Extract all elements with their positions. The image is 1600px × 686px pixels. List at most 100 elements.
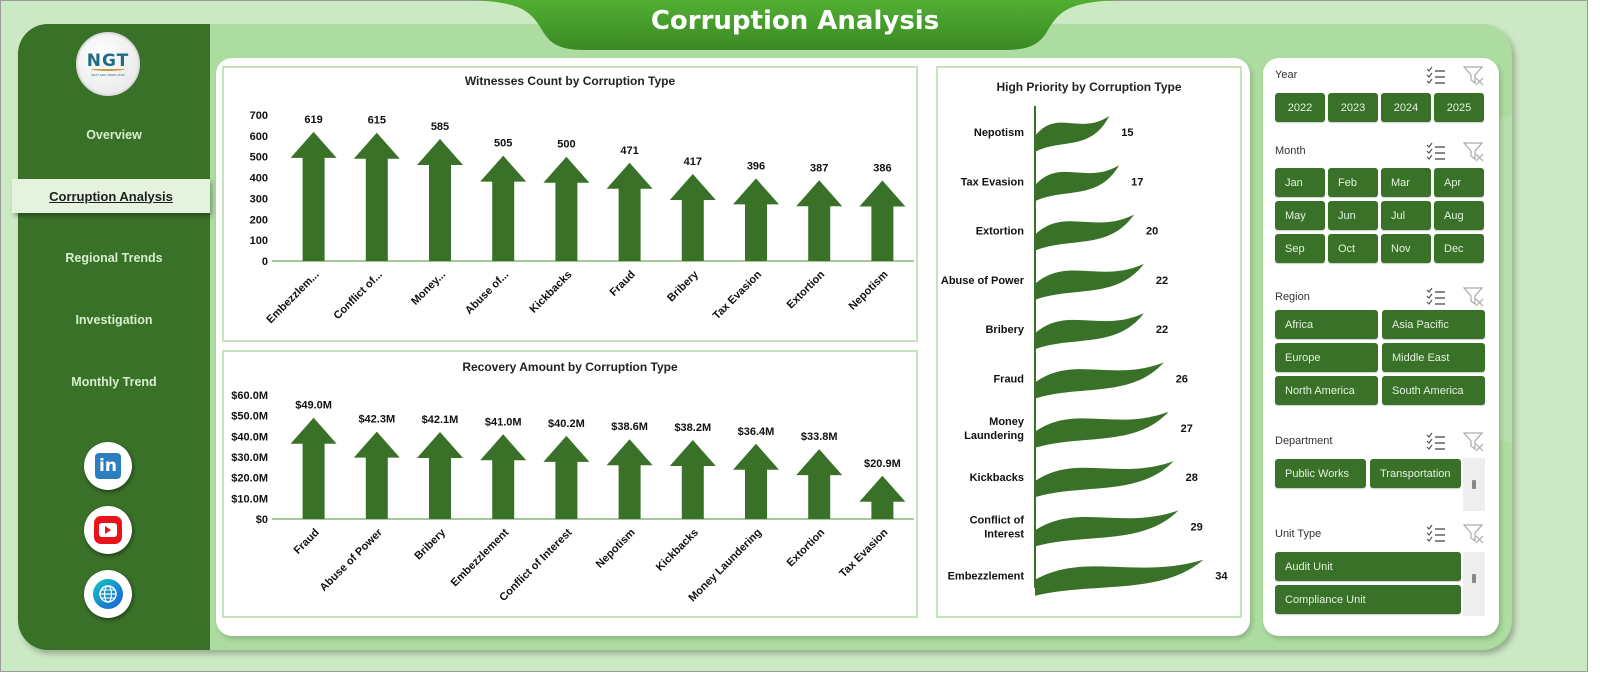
flag-bar	[1035, 461, 1174, 498]
svg-text:Conflict of...: Conflict of...	[332, 269, 385, 322]
month-feb-button[interactable]: Feb	[1328, 168, 1378, 197]
svg-text:28: 28	[1186, 472, 1198, 484]
month-dec-button[interactable]: Dec	[1434, 234, 1484, 263]
bar-arrow	[353, 431, 400, 519]
sidebar-item-investigation[interactable]: Investigation	[75, 313, 153, 327]
bar-arrow	[480, 155, 527, 261]
bar-arrow	[290, 417, 337, 519]
svg-text:$40.2M: $40.2M	[548, 418, 585, 430]
bar-arrow	[733, 178, 779, 261]
svg-text:17: 17	[1131, 176, 1143, 188]
department-public-works-button[interactable]: Public Works	[1275, 459, 1366, 488]
region-asia-pacific-button[interactable]: Asia Pacific	[1382, 310, 1485, 339]
svg-text:22: 22	[1156, 275, 1168, 287]
recovery-chart-plot: $0 $10.0M $20.0M $30.0M $40.0M $50.0M $60.0M $4…	[231, 390, 914, 604]
svg-text:Tax Evasion: Tax Evasion	[837, 526, 890, 579]
svg-text:Extortion: Extortion	[976, 226, 1025, 238]
svg-text:$49.0M: $49.0M	[295, 400, 332, 412]
flag-bar	[1035, 313, 1144, 350]
multi-select-icon[interactable]	[1425, 287, 1447, 307]
flag-bar	[1035, 510, 1179, 547]
multi-select-icon[interactable]	[1425, 524, 1447, 544]
unit-type-scrollbar[interactable]	[1463, 552, 1485, 616]
bar-arrow	[417, 431, 463, 519]
logo-subtext: NEXT GEN TEMPLATES	[91, 73, 125, 77]
sidebar-item-corruption-analysis[interactable]: Corruption Analysis	[12, 179, 210, 213]
month-jul-button[interactable]: Jul	[1381, 201, 1431, 230]
region-south-america-button[interactable]: South America	[1382, 376, 1485, 405]
title-banner-shape	[470, 0, 1120, 50]
year-2024-button[interactable]: 2024	[1381, 93, 1431, 122]
month-jun-button[interactable]: Jun	[1328, 201, 1378, 230]
youtube-button[interactable]	[84, 506, 132, 554]
svg-text:Money...: Money...	[409, 269, 448, 308]
svg-text:Tax Evasion: Tax Evasion	[711, 268, 764, 321]
clear-filter-icon[interactable]	[1463, 524, 1485, 544]
month-mar-button[interactable]: Mar	[1381, 168, 1431, 197]
year-2022-button[interactable]: 2022	[1275, 93, 1325, 122]
year-slicer-label: Year	[1275, 69, 1298, 81]
month-nov-button[interactable]: Nov	[1381, 234, 1431, 263]
svg-text:$38.6M: $38.6M	[611, 421, 648, 433]
month-apr-button[interactable]: Apr	[1434, 168, 1484, 197]
svg-text:Fraud: Fraud	[292, 527, 322, 557]
month-may-button[interactable]: May	[1275, 201, 1325, 230]
month-oct-button[interactable]: Oct	[1328, 234, 1378, 263]
bar-arrow	[859, 180, 906, 261]
month-aug-button[interactable]: Aug	[1434, 201, 1484, 230]
svg-text:Tax Evasion: Tax Evasion	[961, 176, 1025, 188]
svg-text:15: 15	[1121, 127, 1133, 139]
multi-select-icon[interactable]	[1425, 432, 1447, 452]
svg-text:Kickbacks: Kickbacks	[970, 472, 1024, 484]
website-button[interactable]	[84, 570, 132, 618]
svg-text:$33.8M: $33.8M	[801, 431, 838, 443]
svg-text:Fraud: Fraud	[993, 374, 1024, 386]
svg-text:Nepotism: Nepotism	[974, 127, 1024, 139]
linkedin-button[interactable]: in	[84, 442, 132, 490]
sidebar-item-overview[interactable]: Overview	[86, 128, 142, 142]
region-middle-east-button[interactable]: Middle East	[1382, 343, 1485, 372]
multi-select-icon[interactable]	[1425, 142, 1447, 162]
svg-text:34: 34	[1215, 571, 1228, 583]
bar-arrow	[543, 435, 590, 519]
month-sep-button[interactable]: Sep	[1275, 234, 1325, 263]
svg-text:$20.9M: $20.9M	[864, 458, 901, 470]
unit-compliance-button[interactable]: Compliance Unit	[1275, 585, 1461, 614]
year-2023-button[interactable]: 2023	[1328, 93, 1378, 122]
svg-text:Money: Money	[989, 416, 1025, 428]
scrollbar-thumb[interactable]	[1472, 574, 1476, 583]
month-jan-button[interactable]: Jan	[1275, 168, 1325, 197]
multi-select-icon[interactable]	[1425, 66, 1447, 86]
sidebar-item-regional-trends[interactable]: Regional Trends	[65, 251, 163, 265]
svg-text:615: 615	[368, 115, 386, 127]
flag-bar	[1035, 214, 1134, 251]
sidebar-item-monthly-trend[interactable]: Monthly Trend	[71, 375, 157, 389]
year-2025-button[interactable]: 2025	[1434, 93, 1484, 122]
witnesses-chart-plot: 0 100 200 300 400 500 600 700 619 Embezzlem... 615…	[250, 110, 914, 326]
svg-text:27: 27	[1181, 423, 1193, 435]
high-priority-chart-plot: 15 Nepotism 17 Tax Evasion 20 Extortion 22 Abus…	[941, 106, 1228, 596]
department-transportation-button[interactable]: Transportation	[1370, 459, 1461, 488]
svg-text:$30.0M: $30.0M	[231, 452, 268, 464]
scrollbar-thumb[interactable]	[1472, 480, 1476, 489]
ngt-logo[interactable]: NGT NEXT GEN TEMPLATES	[76, 32, 140, 96]
svg-text:$50.0M: $50.0M	[231, 411, 268, 423]
svg-text:Abuse of Power: Abuse of Power	[941, 275, 1025, 287]
clear-filter-icon[interactable]	[1463, 66, 1485, 86]
region-north-america-button[interactable]: North America	[1275, 376, 1378, 405]
bar-arrow	[859, 475, 906, 519]
region-africa-button[interactable]: Africa	[1275, 310, 1378, 339]
clear-filter-icon[interactable]	[1463, 432, 1485, 452]
svg-text:387: 387	[810, 162, 828, 174]
svg-text:$10.0M: $10.0M	[231, 493, 268, 505]
unit-audit-button[interactable]: Audit Unit	[1275, 552, 1461, 581]
clear-filter-icon[interactable]	[1463, 287, 1485, 307]
region-europe-button[interactable]: Europe	[1275, 343, 1378, 372]
svg-text:29: 29	[1191, 521, 1203, 533]
bar-arrow	[606, 162, 653, 261]
svg-text:100: 100	[250, 235, 268, 247]
clear-filter-icon[interactable]	[1463, 142, 1485, 162]
svg-text:Conflict of Interest: Conflict of Interest	[497, 526, 574, 603]
department-scrollbar[interactable]	[1463, 458, 1485, 511]
svg-text:619: 619	[304, 114, 322, 126]
